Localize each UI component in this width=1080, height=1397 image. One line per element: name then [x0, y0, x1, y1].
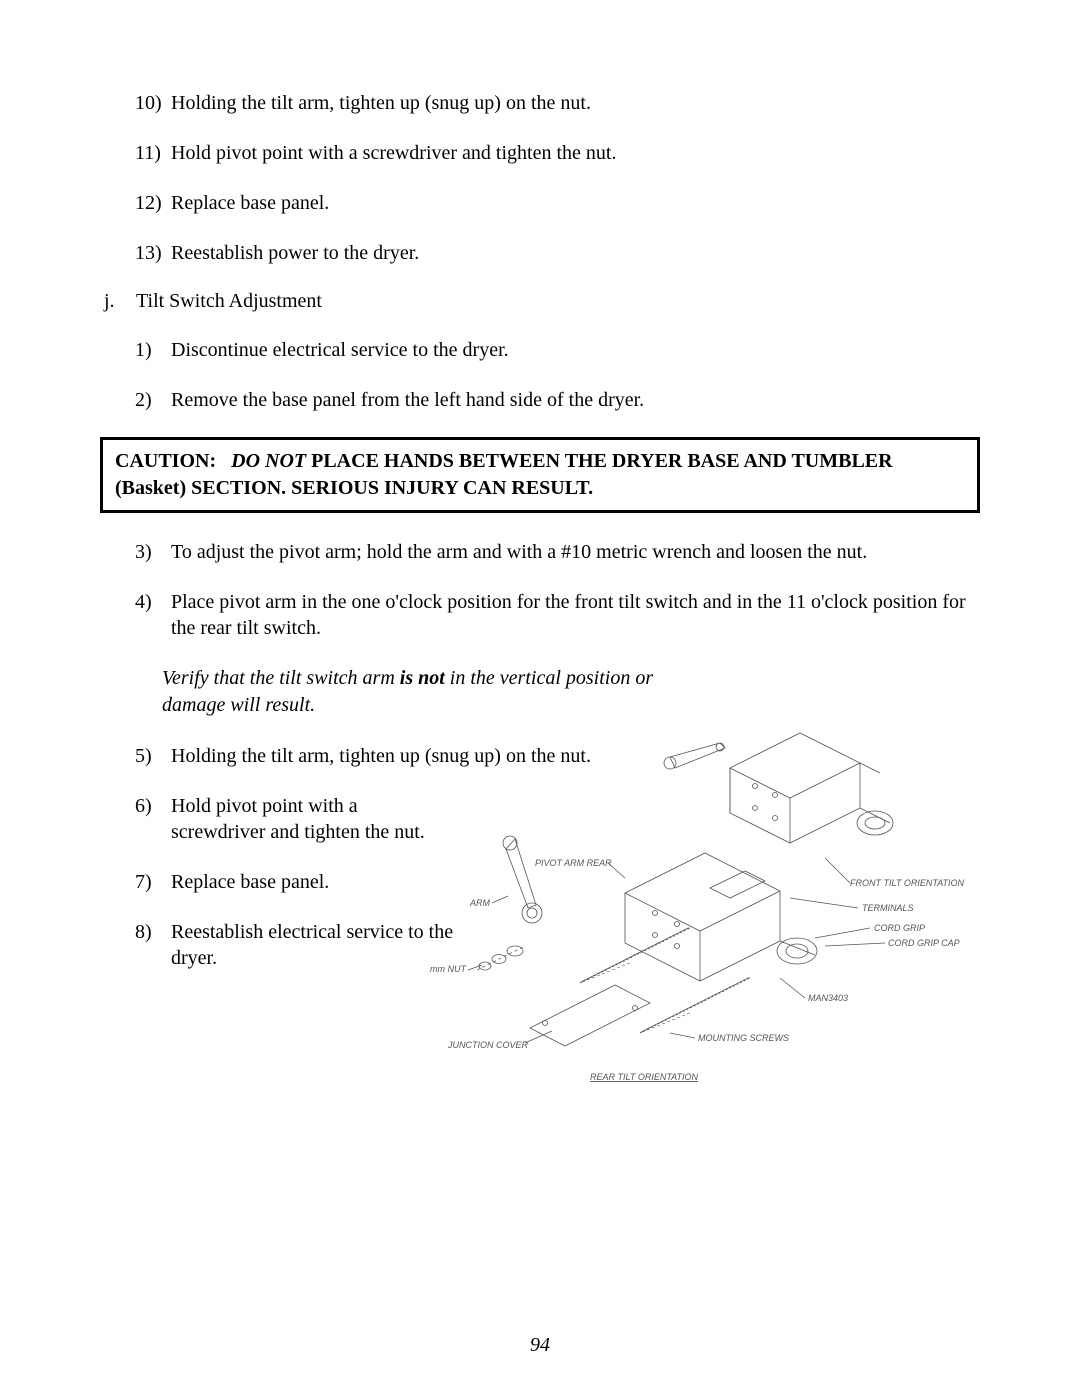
step-text: Holding the tilt arm, tighten up (snug u…: [171, 90, 980, 116]
label-front-tilt: FRONT TILT ORIENTATION: [850, 878, 964, 888]
step-10: 10) Holding the tilt arm, tighten up (sn…: [135, 90, 980, 116]
caution-donot: DO NOT: [231, 450, 306, 472]
step-text: Replace base panel.: [171, 190, 980, 216]
step-13: 13) Reestablish power to the dryer.: [135, 240, 980, 266]
verify-note: Verify that the tilt switch arm is not i…: [162, 665, 662, 719]
section-j-heading: j. Tilt Switch Adjustment: [104, 290, 980, 313]
step-number: 12): [135, 190, 171, 216]
step-j-1: 1) Discontinue electrical service to the…: [135, 337, 980, 363]
step-j-2: 2) Remove the base panel from the left h…: [135, 387, 980, 413]
step-number: 4): [135, 589, 171, 641]
label-terminals: TERMINALS: [862, 903, 914, 913]
step-text: To adjust the pivot arm; hold the arm an…: [171, 539, 980, 565]
step-j-6: 6) Hold pivot point with a screwdriver a…: [135, 793, 455, 845]
label-cord-grip-cap: CORD GRIP CAP: [888, 938, 960, 948]
label-arm: ARM: [469, 898, 491, 908]
step-number: 10): [135, 90, 171, 116]
caution-label: CAUTION:: [115, 450, 216, 472]
label-cord-grip: CORD GRIP: [874, 923, 925, 933]
caution-box: CAUTION: DO NOT PLACE HANDS BETWEEN THE …: [100, 437, 980, 513]
section-j-steps-before-caution: 1) Discontinue electrical service to the…: [135, 337, 980, 413]
section-j-steps-3-4: 3) To adjust the pivot arm; hold the arm…: [135, 539, 980, 641]
label-man: MAN3403: [808, 993, 848, 1003]
step-number: 8): [135, 919, 171, 971]
step-number: 3): [135, 539, 171, 565]
step-text: Hold pivot point with a screwdriver and …: [171, 793, 455, 845]
step-j-4: 4) Place pivot arm in the one o'clock po…: [135, 589, 980, 641]
section-title: Tilt Switch Adjustment: [136, 290, 322, 313]
label-rear-tilt: REAR TILT ORIENTATION: [590, 1072, 699, 1082]
label-pivot-arm-rear: PIVOT ARM REAR: [535, 858, 612, 868]
step-text: Hold pivot point with a screwdriver and …: [171, 140, 980, 166]
section-letter: j.: [104, 290, 136, 313]
step-text: Discontinue electrical service to the dr…: [171, 337, 980, 363]
tilt-switch-diagram: PIVOT ARM REAR ARM 10mm NUT JUNCTION COV…: [430, 728, 990, 1108]
step-11: 11) Hold pivot point with a screwdriver …: [135, 140, 980, 166]
step-text: Place pivot arm in the one o'clock posit…: [171, 589, 980, 641]
step-text: Replace base panel.: [171, 869, 455, 895]
step-j-7: 7) Replace base panel.: [135, 869, 455, 895]
step-number: 6): [135, 793, 171, 845]
step-j-3: 3) To adjust the pivot arm; hold the arm…: [135, 539, 980, 565]
step-text: Remove the base panel from the left hand…: [171, 387, 980, 413]
step-j-8: 8) Reestablish electrical service to the…: [135, 919, 455, 971]
step-text: Reestablish electrical service to the dr…: [171, 919, 455, 971]
step-12: 12) Replace base panel.: [135, 190, 980, 216]
step-text: Reestablish power to the dryer.: [171, 240, 980, 266]
page-number: 94: [0, 1334, 1080, 1357]
note-pre: Verify that the tilt switch arm: [162, 667, 400, 689]
wrap-section: 5) Holding the tilt arm, tighten up (snu…: [100, 743, 980, 971]
label-10mm-nut: 10mm NUT: [430, 964, 468, 974]
label-junction-cover: JUNCTION COVER: [447, 1040, 529, 1050]
step-number: 11): [135, 140, 171, 166]
top-steps: 10) Holding the tilt arm, tighten up (sn…: [135, 90, 980, 266]
step-number: 1): [135, 337, 171, 363]
step-number: 2): [135, 387, 171, 413]
label-mounting-screws: MOUNTING SCREWS: [698, 1033, 789, 1043]
step-number: 7): [135, 869, 171, 895]
note-isnot: is not: [400, 667, 445, 689]
step-number: 5): [135, 743, 171, 769]
step-number: 13): [135, 240, 171, 266]
